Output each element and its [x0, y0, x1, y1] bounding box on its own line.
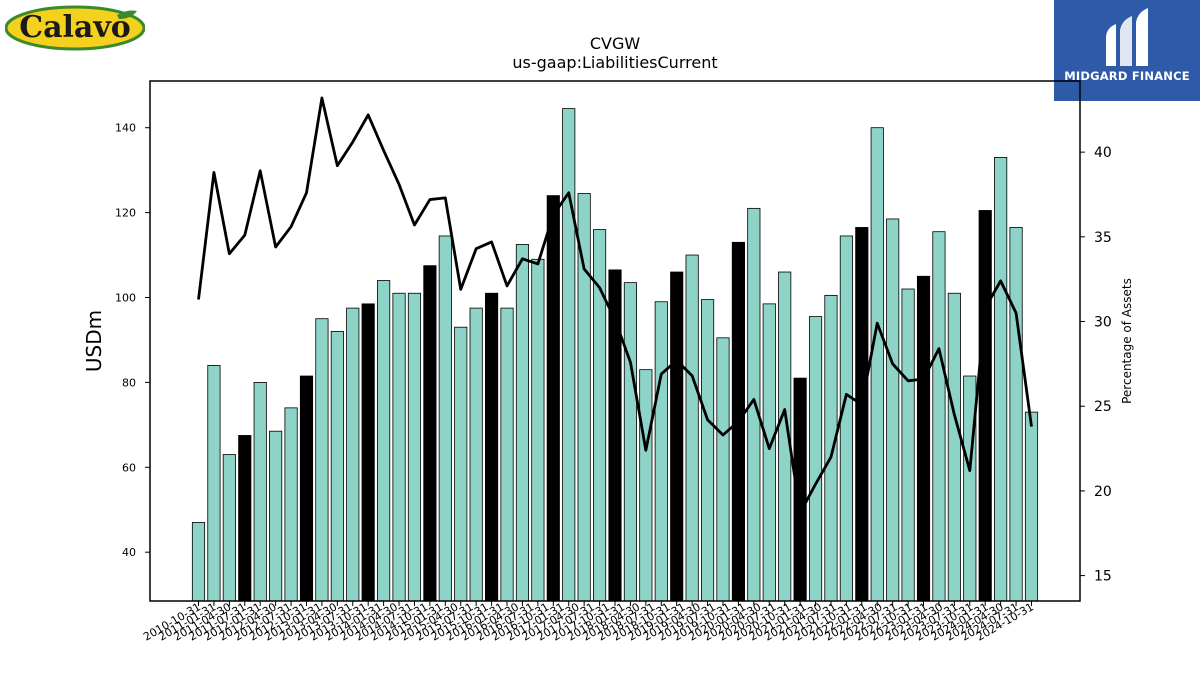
midgard-finance-logo: MIDGARD FINANCE: [1054, 0, 1200, 101]
bar: [191, 522, 206, 602]
bar: [870, 127, 884, 602]
y-tick-label: 120: [115, 207, 136, 220]
y-tick-label: 140: [115, 122, 136, 135]
bar: [238, 435, 252, 602]
bar: [808, 316, 823, 602]
bar: [485, 292, 499, 602]
bar-group: [191, 108, 1039, 602]
bar: [253, 381, 267, 602]
bar: [222, 454, 236, 602]
bar: [438, 235, 452, 602]
bar: [1024, 411, 1039, 602]
bar: [716, 337, 730, 602]
bar: [932, 231, 946, 602]
bar: [886, 218, 900, 602]
y-tick-label: 60: [122, 461, 136, 474]
bar: [346, 307, 360, 602]
x-axis: 2010-10-312011-01-312011-04-302011-07-31…: [141, 600, 1036, 643]
bar: [839, 235, 853, 602]
calavo-logo-text: Calavo: [19, 10, 131, 45]
bar: [700, 299, 715, 602]
bar: [994, 157, 1008, 602]
bar: [284, 407, 298, 602]
bar: [901, 288, 915, 602]
bar: [361, 303, 375, 602]
bar: [330, 331, 344, 602]
bar: [377, 280, 391, 602]
bar: [546, 195, 560, 602]
bar: [855, 227, 869, 602]
calavo-logo: Calavo: [4, 5, 146, 51]
bar: [916, 275, 931, 602]
bar: [593, 229, 607, 602]
y-right-tick-label: 15: [1094, 569, 1112, 585]
bar: [1009, 227, 1023, 602]
percentage-line: [197, 96, 1033, 515]
bar: [685, 254, 699, 602]
y-right-tick-label: 20: [1094, 484, 1112, 500]
bar: [207, 365, 221, 602]
y-right-tick-label: 25: [1094, 399, 1112, 415]
bar: [423, 265, 437, 602]
bar: [500, 307, 514, 602]
y-axis-label: USDm: [82, 310, 106, 372]
bar: [315, 318, 329, 602]
bar: [454, 326, 468, 602]
left-axis: 40 60 80 100 120 140: [115, 122, 150, 559]
right-axis: 15 20 25 30 35 40: [1080, 145, 1112, 585]
chart-title: CVGW: [590, 34, 641, 53]
y-axis-right-label: Percentage of Assets: [1120, 278, 1134, 404]
bar: [531, 258, 545, 602]
y-tick-label: 80: [122, 376, 136, 389]
bar: [762, 303, 776, 602]
y-right-tick-label: 40: [1094, 145, 1112, 161]
bar: [947, 292, 961, 602]
y-right-tick-label: 30: [1094, 315, 1112, 331]
bar: [299, 375, 314, 602]
bar: [269, 430, 283, 602]
bar: [639, 369, 653, 602]
bar: [407, 292, 422, 602]
line-group: [197, 96, 1033, 515]
chart-subtitle: us-gaap:LiabilitiesCurrent: [512, 53, 717, 72]
bar: [392, 292, 406, 602]
bar: [963, 375, 977, 602]
bar: [469, 307, 483, 602]
bar: [515, 244, 530, 602]
midgard-mark-icon: [1106, 8, 1148, 66]
y-tick-label: 100: [115, 291, 136, 304]
bar: [824, 294, 838, 602]
bar: [654, 301, 668, 602]
bar: [978, 210, 992, 602]
y-right-tick-label: 35: [1094, 230, 1112, 246]
bar: [670, 271, 684, 602]
midgard-finance-text: MIDGARD FINANCE: [1064, 69, 1190, 83]
bar: [562, 108, 576, 602]
y-tick-label: 40: [122, 546, 136, 559]
bar: [623, 282, 638, 602]
